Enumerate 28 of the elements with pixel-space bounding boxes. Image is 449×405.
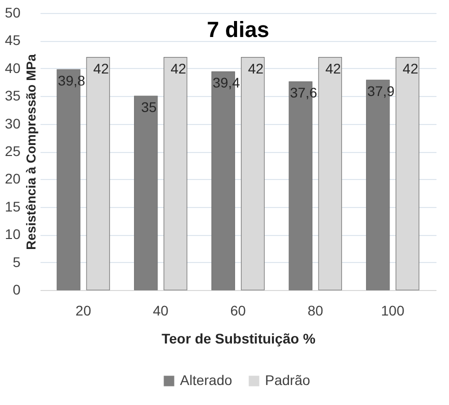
x-tick-label: 100 xyxy=(381,302,405,318)
data-label: 42 xyxy=(325,60,342,76)
legend-label: Padrão xyxy=(265,372,310,388)
x-tick-label: 20 xyxy=(76,302,92,318)
y-tick-label: 15 xyxy=(4,198,21,214)
y-tick-label: 40 xyxy=(4,60,21,76)
chart-title: 7 dias xyxy=(206,17,270,42)
y-tick-label: 45 xyxy=(4,32,21,48)
y-tick-label: 30 xyxy=(4,115,21,132)
y-tick-label: 20 xyxy=(4,170,21,187)
data-label: 42 xyxy=(93,60,110,76)
y-axis-title: Resistência à Compressão MPa xyxy=(24,53,38,250)
y-tick-label: 35 xyxy=(4,88,21,104)
data-label: 42 xyxy=(402,60,418,76)
data-label: 42 xyxy=(248,60,264,76)
x-tick-label: 80 xyxy=(308,302,324,318)
y-tick-label: 25 xyxy=(4,143,21,159)
y-tick-label: 5 xyxy=(12,254,21,270)
x-axis-title: Teor de Substituição % xyxy=(162,330,316,346)
data-label: 42 xyxy=(170,60,186,76)
y-tick-label: 0 xyxy=(12,282,21,298)
x-tick-label: 60 xyxy=(230,302,246,318)
bar xyxy=(134,96,158,290)
legend-label: Alterado xyxy=(180,372,232,388)
x-tick-label: 40 xyxy=(152,302,169,318)
data-label: 35 xyxy=(141,99,157,116)
y-tick-label: 10 xyxy=(4,226,21,242)
y-tick-label: 50 xyxy=(4,4,21,20)
